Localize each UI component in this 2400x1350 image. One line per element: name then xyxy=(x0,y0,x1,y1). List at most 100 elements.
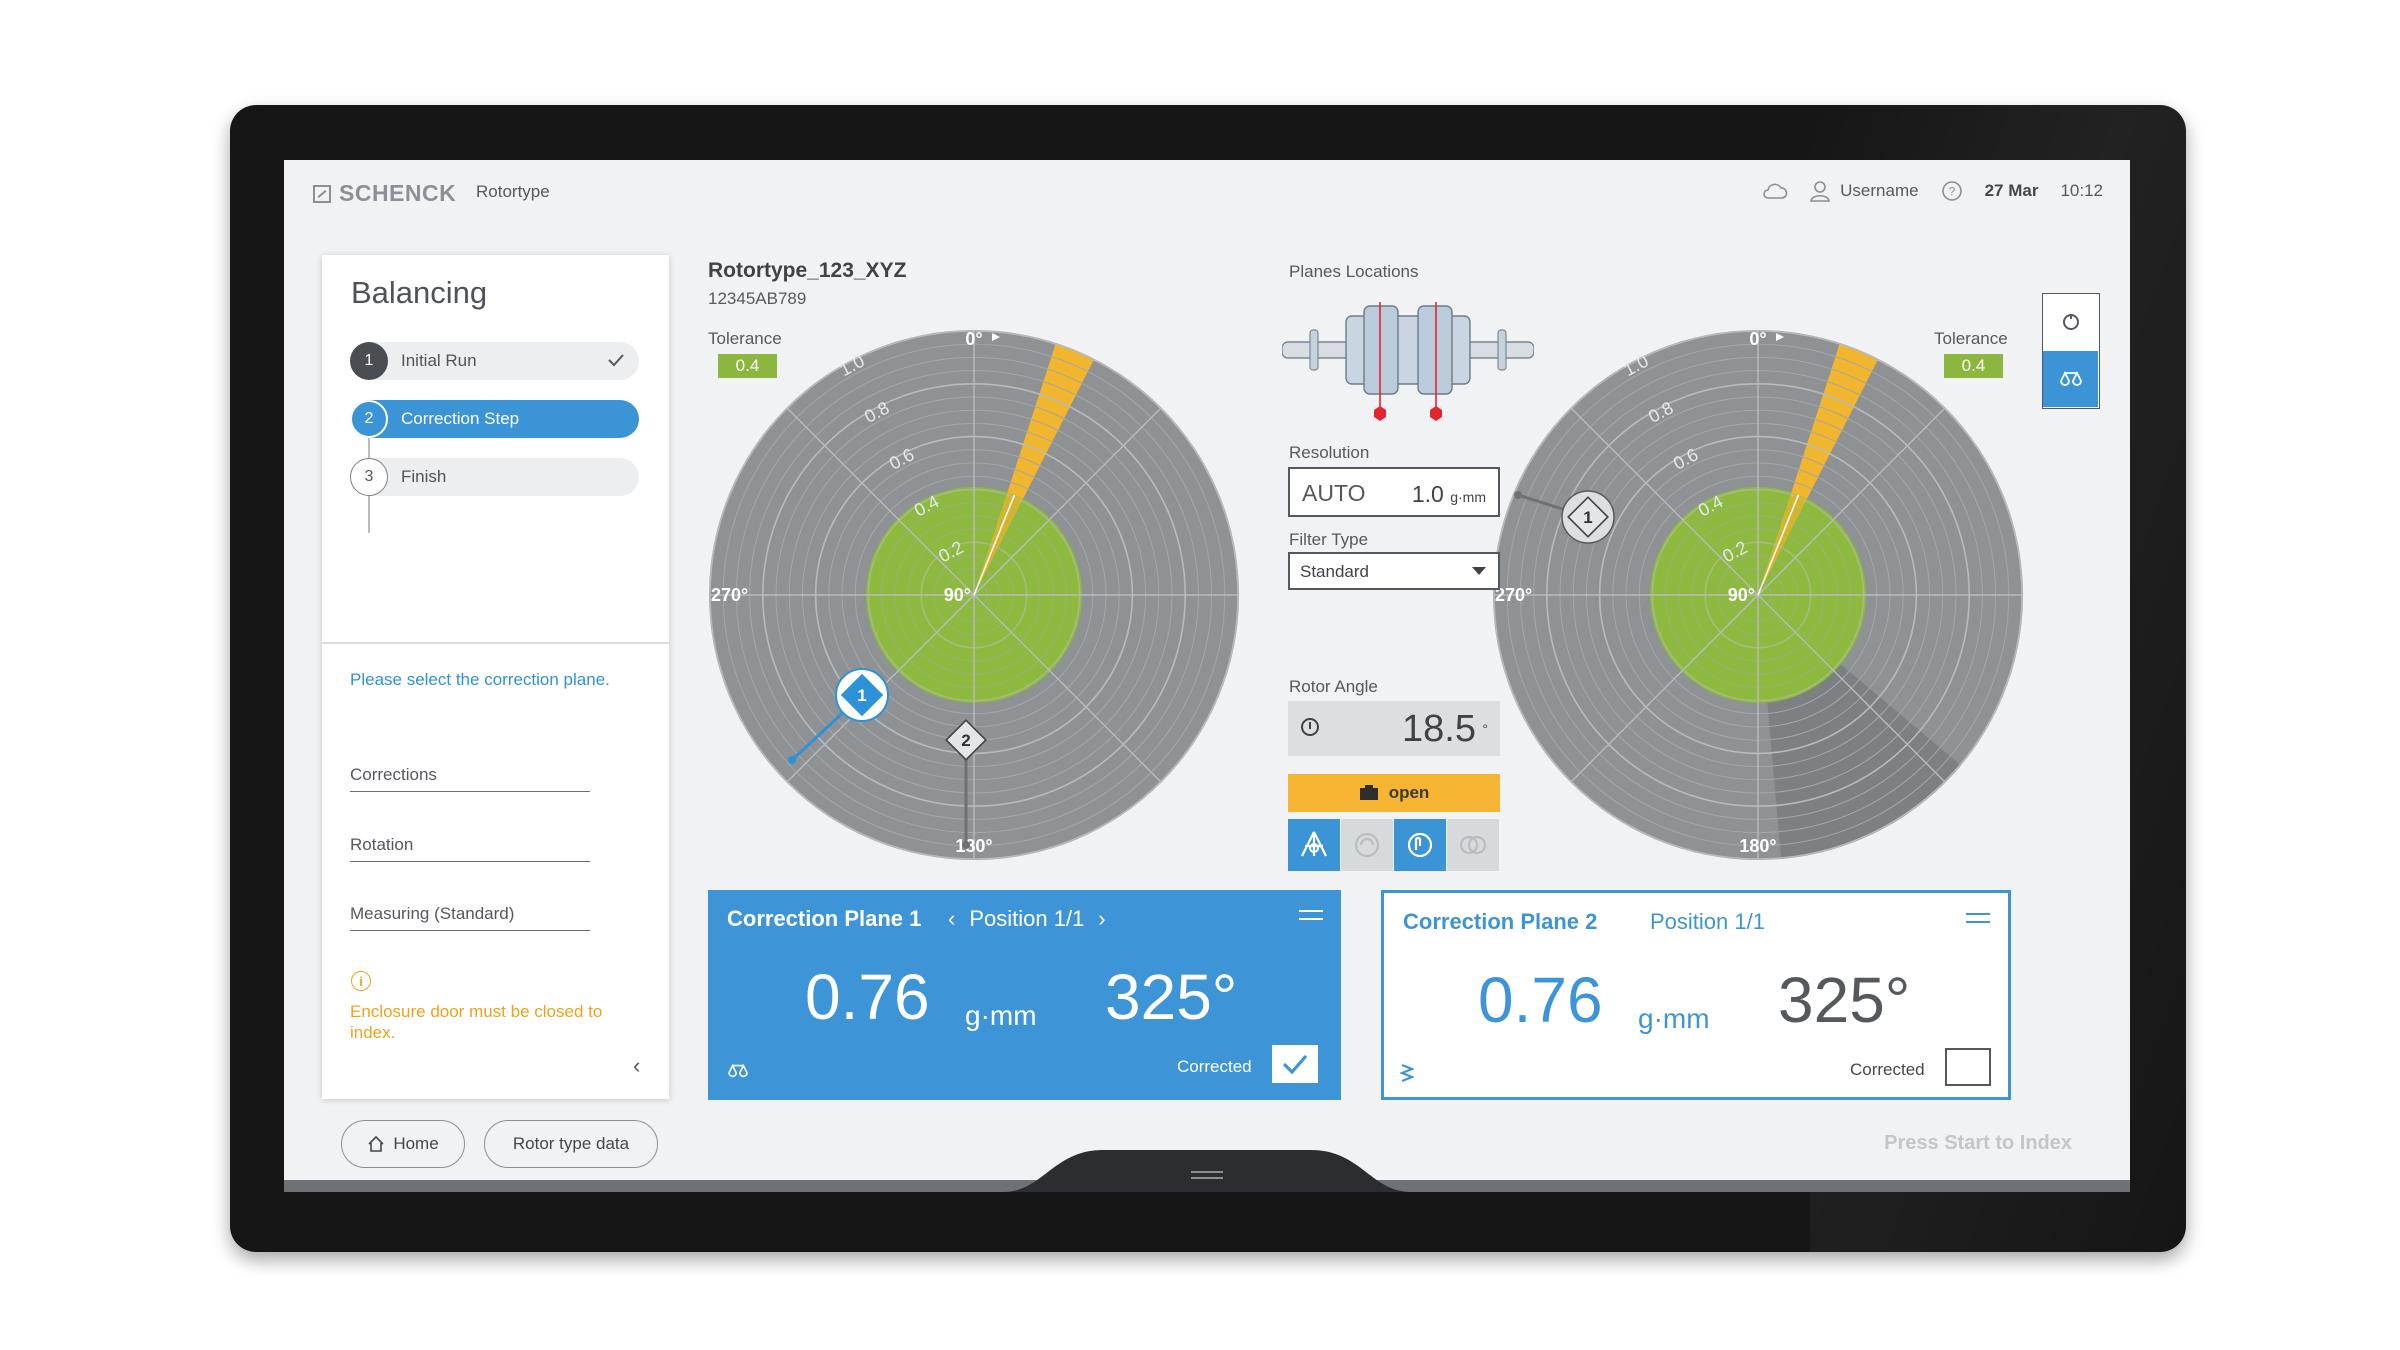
collapse-chevron-icon[interactable]: ‹ xyxy=(633,1053,641,1078)
polar-spoke xyxy=(973,594,1162,783)
top-bar: SCHENCK Rotortype Username ? 27 Mar 10:1… xyxy=(284,160,2130,230)
filter-type-label: Filter Type xyxy=(1289,530,1369,549)
cloud-icon[interactable] xyxy=(1762,182,1788,200)
angle-label-90: 90° xyxy=(1728,585,1755,605)
angle-label-180: 180° xyxy=(955,836,992,856)
next-chevron-icon[interactable]: › xyxy=(1098,906,1106,931)
brand-name: SCHENCK xyxy=(339,180,457,206)
refresh-circle-icon xyxy=(2062,314,2079,330)
sidebar-title: Balancing xyxy=(351,275,488,310)
step-finish[interactable]: 3 Finish xyxy=(350,458,639,496)
step-label: Initial Run xyxy=(401,351,477,370)
help-icon[interactable]: ? xyxy=(1941,180,1963,202)
rotor-angle-value: 18.5 xyxy=(1402,708,1476,750)
measuring-field[interactable]: Measuring (Standard) xyxy=(350,904,590,931)
polar-view-button[interactable] xyxy=(2043,294,2098,350)
vector-line xyxy=(1757,494,1800,596)
tool-rotate-button[interactable] xyxy=(1394,819,1446,871)
step-number: 1 xyxy=(350,342,388,380)
user-icon xyxy=(1810,181,1831,202)
angle-sector-in-tolerance xyxy=(1758,492,1808,595)
weight-disk-icon xyxy=(1354,832,1380,858)
time: 10:12 xyxy=(2060,181,2103,200)
unbalance-marker-1[interactable]: 1 xyxy=(788,668,889,764)
corrections-field[interactable]: Corrections xyxy=(350,765,590,792)
zero-arrow-icon xyxy=(1776,333,1784,341)
brand-logo-icon xyxy=(313,184,331,203)
filter-type-select[interactable]: Standard xyxy=(1288,552,1500,590)
corrected-checkbox[interactable] xyxy=(1945,1048,1991,1086)
user-menu[interactable]: Username xyxy=(1810,180,1919,202)
rotor-type-data-label: Rotor type data xyxy=(512,1134,630,1153)
svg-text:?: ? xyxy=(1948,185,1955,199)
top-right-status: Username ? 27 Mar 10:12 xyxy=(1762,180,2103,202)
step-number: 3 xyxy=(350,458,388,496)
balance-view-button[interactable] xyxy=(2043,351,2098,407)
step-initial-run[interactable]: 1 Initial Run xyxy=(350,342,639,380)
rotor-name: Rotortype_123_XYZ xyxy=(708,259,907,282)
angle-label-0: 0° xyxy=(965,329,982,349)
step-correction[interactable]: 2 Correction Step xyxy=(350,400,639,438)
card-menu-icon[interactable] xyxy=(1966,913,1990,923)
rotor-angle-label: Rotor Angle xyxy=(1289,677,1378,696)
resolution-number: 1.0 xyxy=(1411,481,1444,507)
tripod-icon xyxy=(1301,831,1327,857)
date: 27 Mar xyxy=(1984,181,2039,200)
unbalance-marker-2[interactable]: 2 xyxy=(945,719,987,849)
previous-chevron-icon[interactable]: ‹ xyxy=(948,906,956,931)
enclosure-door-icon xyxy=(1359,785,1378,800)
resolution-field[interactable]: AUTO 1.0 g·mm xyxy=(1288,467,1500,517)
polar-spoke xyxy=(1570,594,1759,783)
unbalance-magnitude: 0.76 xyxy=(1478,964,1603,1036)
polar-plot-plane-2[interactable]: 1.00.80.60.40.20°90°180°270°1 xyxy=(1488,325,2028,865)
angle-label-180: 180° xyxy=(1739,836,1776,856)
info-icon: i xyxy=(351,971,371,991)
card-menu-icon[interactable] xyxy=(1299,910,1323,920)
open-enclosure-button[interactable]: open xyxy=(1288,774,1500,812)
angle-sector-in-tolerance xyxy=(974,492,1024,595)
sidebar-divider xyxy=(322,642,669,644)
home-button[interactable]: Home xyxy=(341,1120,465,1168)
angle-label-270: 270° xyxy=(711,585,748,605)
marker-label: 2 xyxy=(961,731,970,750)
resolution-mode: AUTO xyxy=(1302,480,1366,506)
corrected-checkbox[interactable] xyxy=(1272,1045,1318,1083)
position-label: Position 1/1 xyxy=(969,906,1085,931)
filter-type-value: Standard xyxy=(1300,562,1369,581)
tool-link-button[interactable] xyxy=(1447,819,1499,871)
polar-plot-plane-1[interactable]: 1.00.80.60.40.20°90°180°270°12 xyxy=(704,325,1244,865)
tool-weight-button[interactable] xyxy=(1341,819,1393,871)
rotor-planes-diagram[interactable] xyxy=(1282,286,1534,426)
correction-plane-2-card[interactable]: Correction Plane 2 Position 1/1 0.76 g·m… xyxy=(1381,890,2011,1100)
marker-label: 1 xyxy=(857,686,866,705)
balancing-sidebar: Balancing 1 Initial Run 2 Correction Ste… xyxy=(322,255,669,1099)
polar-spoke xyxy=(973,407,1162,596)
polar-spoke xyxy=(1570,407,1759,596)
right-tolerance-badge: 0.4 xyxy=(1944,354,2003,378)
zero-arrow-icon xyxy=(992,333,1000,341)
correction-plane-title: Correction Plane 1 xyxy=(727,906,922,931)
unbalance-marker-1[interactable]: 1 xyxy=(1514,490,1615,544)
step-label: Finish xyxy=(401,467,447,486)
check-icon xyxy=(1282,1054,1308,1075)
check-icon xyxy=(608,354,624,367)
planes-locations-label: Planes Locations xyxy=(1289,262,1419,281)
press-start-hint: Press Start to Index xyxy=(1884,1132,2072,1154)
angle-label-270: 270° xyxy=(1495,585,1532,605)
rotor-angle-unit: ° xyxy=(1482,721,1488,737)
home-notch[interactable] xyxy=(1003,1150,1411,1192)
rotation-field[interactable]: Rotation xyxy=(350,835,590,862)
rotor-type-data-button[interactable]: Rotor type data xyxy=(484,1120,658,1168)
corrected-label: Corrected xyxy=(1177,1057,1252,1076)
vector-line xyxy=(973,494,1016,596)
spring-icon xyxy=(1400,1063,1414,1083)
dropdown-caret-icon xyxy=(1472,567,1486,575)
tool-tripod-button[interactable] xyxy=(1288,819,1340,871)
polar-spoke xyxy=(1757,407,1946,596)
scale-icon xyxy=(728,1063,748,1078)
polar-spoke xyxy=(786,407,975,596)
username: Username xyxy=(1840,181,1919,200)
rotor-id: 12345AB789 xyxy=(708,289,807,308)
home-label: Home xyxy=(393,1134,439,1153)
correction-plane-1-card[interactable]: Correction Plane 1 ‹ Position 1/1 › 0.76… xyxy=(708,890,1341,1100)
